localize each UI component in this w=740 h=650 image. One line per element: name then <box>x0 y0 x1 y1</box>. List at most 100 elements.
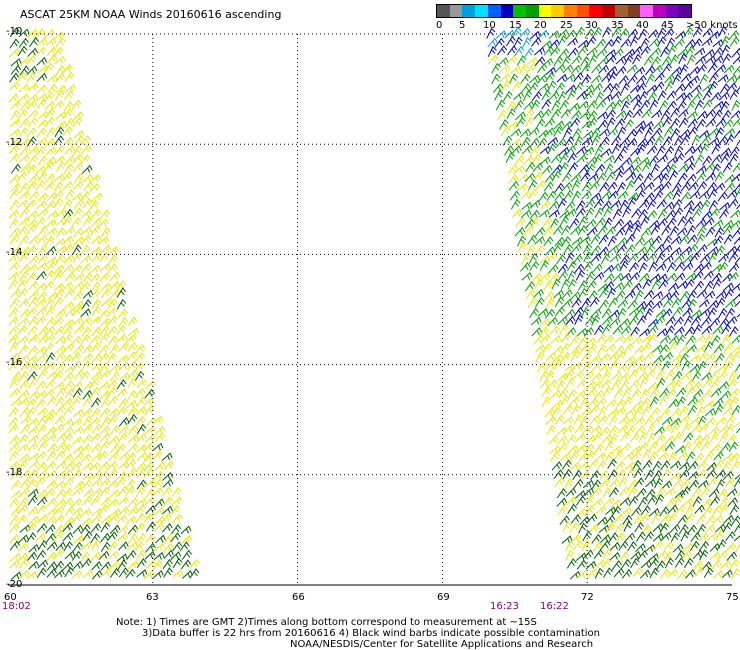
wind-barb <box>46 370 58 380</box>
wind-barb <box>531 327 543 337</box>
wind-barb <box>696 110 708 120</box>
wind-barb <box>723 64 735 74</box>
wind-barb <box>28 560 40 570</box>
wind-barb <box>571 127 582 139</box>
wind-barb <box>718 261 729 272</box>
wind-barb <box>552 353 564 363</box>
wind-barb <box>652 469 663 481</box>
wind-barb <box>617 126 627 138</box>
wind-barb <box>592 431 603 443</box>
wind-barb <box>606 287 617 299</box>
wind-barb <box>529 74 541 84</box>
wind-barb <box>28 145 39 155</box>
wind-barb <box>687 118 698 128</box>
wind-barb <box>549 451 560 462</box>
wind-barb <box>636 300 647 310</box>
wind-barb <box>535 180 546 190</box>
wind-barb <box>567 503 578 514</box>
wind-barb <box>71 461 83 471</box>
wind-barb <box>686 386 696 398</box>
wind-barb <box>722 282 734 291</box>
wind-barb <box>724 360 734 372</box>
wind-barb <box>62 64 73 74</box>
wind-barb <box>523 155 534 165</box>
wind-barb <box>72 408 84 418</box>
wind-barb <box>538 191 549 202</box>
wind-barb <box>154 426 166 436</box>
wind-barb <box>9 523 20 534</box>
wind-barb <box>705 226 716 237</box>
wind-barb <box>63 380 74 390</box>
wind-barb <box>56 161 66 172</box>
wind-barb <box>645 244 656 255</box>
wind-barb <box>553 55 564 67</box>
swath-time: 16:23 <box>490 601 519 612</box>
wind-barb <box>635 531 646 542</box>
wind-barb <box>73 369 85 380</box>
wind-barb <box>152 415 164 425</box>
wind-barb <box>627 196 637 208</box>
wind-barb <box>619 486 630 496</box>
wind-barb <box>561 181 573 192</box>
wind-barb <box>603 154 615 164</box>
wind-barb <box>44 413 55 424</box>
wind-barb <box>668 398 679 409</box>
wind-barb <box>153 506 165 516</box>
wind-barb <box>729 396 740 408</box>
wind-barb <box>44 161 55 172</box>
wind-barb <box>648 37 660 48</box>
wind-barb <box>550 335 562 344</box>
wind-barb <box>590 233 601 245</box>
wind-barb <box>8 278 19 290</box>
wind-barb <box>690 309 702 318</box>
wind-barb <box>715 529 725 541</box>
wind-barb <box>108 451 120 462</box>
wind-barb <box>613 218 625 229</box>
wind-barb <box>659 172 670 184</box>
wind-barb <box>585 495 595 506</box>
wind-barb <box>680 73 692 83</box>
colorbar-label: 0 <box>436 20 443 31</box>
wind-barb <box>108 407 120 417</box>
wind-barb <box>556 426 568 436</box>
wind-barb <box>556 497 568 507</box>
wind-barb <box>53 31 65 40</box>
wind-barb <box>560 224 571 236</box>
wind-barb <box>576 327 588 337</box>
wind-barb <box>694 154 705 165</box>
wind-barb <box>46 291 58 301</box>
wind-barb <box>547 80 557 92</box>
wind-barb <box>673 316 684 327</box>
wind-barb <box>152 450 163 461</box>
wind-barb <box>724 174 736 184</box>
wind-barb <box>685 206 695 218</box>
wind-barb <box>161 452 173 462</box>
wind-barb <box>53 46 64 57</box>
wind-barb <box>561 535 573 544</box>
wind-barb <box>36 522 48 533</box>
wind-barb <box>669 225 679 237</box>
wind-barb <box>725 542 737 552</box>
wind-barb <box>27 434 39 444</box>
wind-barb <box>36 46 47 57</box>
wind-barb <box>722 118 734 129</box>
wind-barb <box>684 216 695 227</box>
wind-barb <box>72 387 83 398</box>
wind-barb <box>8 333 19 344</box>
wind-barb <box>582 243 593 254</box>
wind-barb <box>573 135 584 147</box>
wind-barb <box>725 531 736 541</box>
wind-barb <box>577 100 589 110</box>
wind-barb <box>622 514 633 525</box>
wind-barb <box>37 244 48 255</box>
wind-barb <box>80 523 91 535</box>
wind-barb <box>565 369 575 380</box>
wind-barb <box>36 137 48 146</box>
wind-barb <box>705 118 717 128</box>
wind-barb <box>659 344 670 355</box>
colorbar-segment <box>525 5 539 17</box>
wind-barb <box>726 245 738 255</box>
wind-barb <box>35 346 47 355</box>
wind-barb <box>557 442 568 453</box>
wind-barb <box>638 496 648 508</box>
